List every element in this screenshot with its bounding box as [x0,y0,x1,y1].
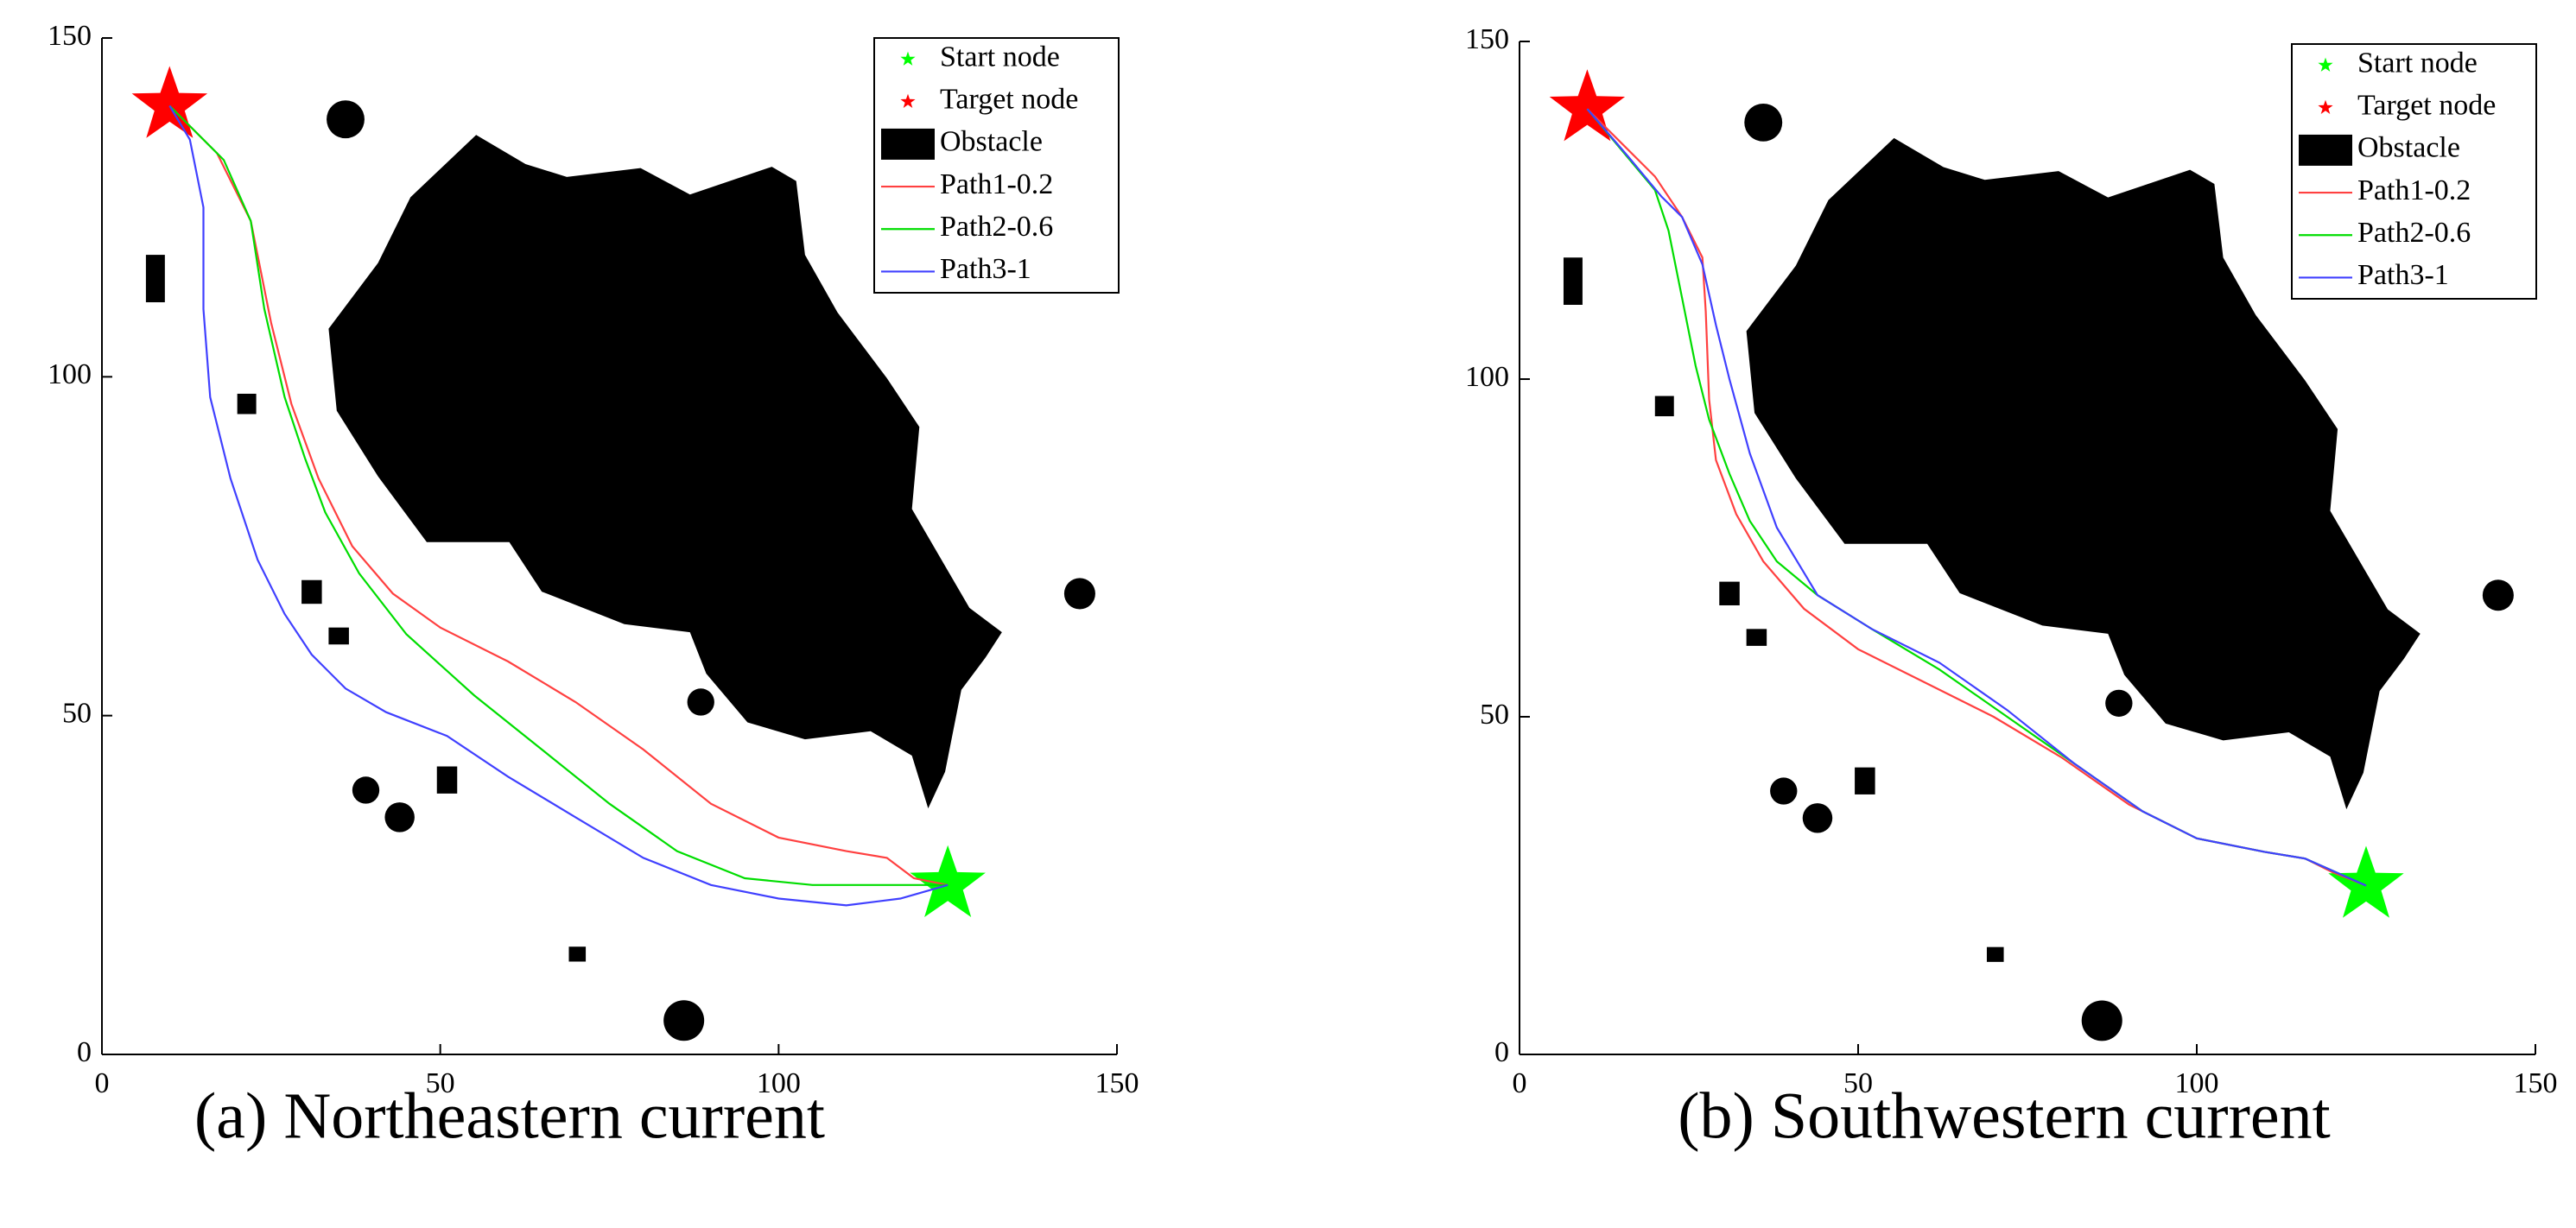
caption: (a) Northeastern current [194,1079,825,1152]
star-marker [910,845,986,917]
x-tick-label: 150 [2514,1067,2558,1099]
chart: 0 50 100 150 0 50 100 150 [1465,23,2558,1099]
y-tick-label: 100 [1465,361,1509,393]
legend-symbol [900,93,916,108]
x-tick-label: 150 [1095,1067,1139,1099]
legend-symbol [2318,99,2333,114]
legend-symbol [2299,134,2352,166]
legend-symbol [900,51,916,66]
legend-label: Path1-0.2 [940,168,1053,200]
x-tick-label: 0 [95,1067,110,1099]
legend-box [873,37,1120,294]
legend-label: Obstacle [2357,132,2460,164]
path-line [168,104,949,907]
legend-label: Target node [940,84,1078,116]
legend-label: Path2-0.6 [2357,217,2471,249]
x-tick-label: 50 [426,1067,455,1099]
legend-label: Start node [2357,47,2478,79]
legend-box [2291,43,2537,300]
y-tick-label: 150 [1465,23,1509,55]
x-tick-label: 50 [1843,1067,1873,1099]
path-line [1586,108,2367,887]
y-tick-label: 50 [62,697,92,729]
y-tick-label: 0 [1494,1036,1509,1068]
legend-label: Start node [940,41,1060,73]
legend-label: Path3-1 [2357,259,2449,291]
legend-label: Path3-1 [940,253,1031,285]
y-tick-label: 150 [48,20,92,52]
legend: Start node Target node Obstacle Path1-0.2 Pa… [873,37,1120,294]
y-tick-label: 0 [77,1036,92,1068]
path-line [168,104,949,886]
caption: (b) Southwestern current [1678,1079,2331,1152]
legend-label: Target node [2357,90,2496,122]
x-tick-label: 100 [2175,1067,2219,1099]
legend: Start node Target node Obstacle Path1-0.2 Pa… [2291,43,2537,300]
x-tick-label: 100 [757,1067,801,1099]
legend-symbol [881,128,935,160]
y-tick-label: 50 [1480,699,1509,731]
star-marker [1549,69,1626,142]
star-marker [131,66,208,138]
legend-label: Obstacle [940,126,1043,158]
chart: 0 50 100 150 0 50 100 150 [48,20,1139,1099]
legend-label: Path1-0.2 [2357,174,2471,206]
y-tick-label: 100 [48,358,92,390]
legend-label: Path2-0.6 [940,211,1053,243]
star-marker [2328,845,2404,918]
legend-symbol [2318,57,2333,72]
x-tick-label: 0 [1513,1067,1527,1099]
